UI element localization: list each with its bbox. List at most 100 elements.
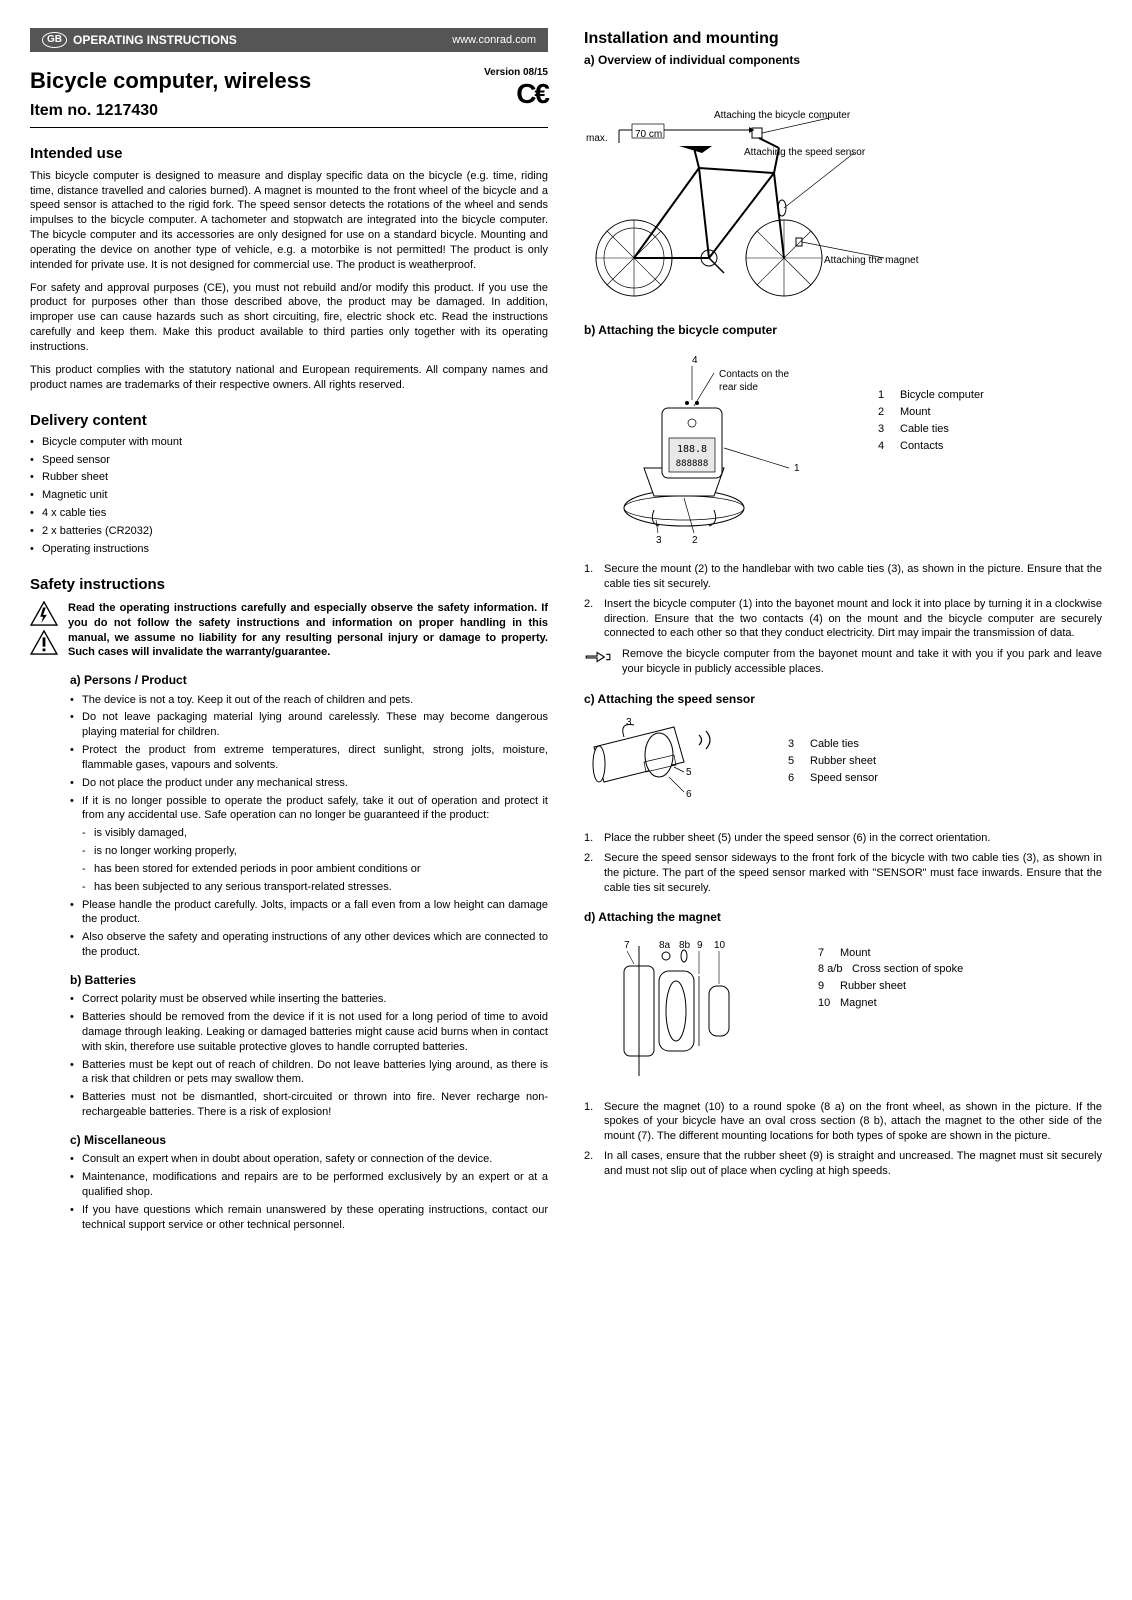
safety-heading: Safety instructions bbox=[30, 575, 548, 595]
intended-use-heading: Intended use bbox=[30, 144, 548, 164]
header-title: OPERATING INSTRUCTIONS bbox=[73, 32, 237, 48]
safety-b-heading: b) Batteries bbox=[70, 972, 548, 988]
list-item: Speed sensor bbox=[30, 453, 548, 468]
attach-computer-label: Attaching the bicycle computer bbox=[714, 109, 850, 123]
list-item: Magnetic unit bbox=[30, 488, 548, 503]
separator bbox=[30, 127, 548, 128]
c-diagram: 3 5 6 bbox=[584, 717, 764, 817]
list-item: Batteries must not be dismantled, short-… bbox=[70, 1090, 548, 1120]
version-ce-block: Version 08/15 C€ bbox=[484, 66, 548, 108]
legend-item: 9Rubber sheet bbox=[818, 979, 963, 994]
c-legend: 3Cable ties 5Rubber sheet 6Speed sensor bbox=[788, 737, 878, 788]
safety-warning-text: Read the operating instructions carefull… bbox=[68, 601, 548, 660]
list-item: 1.Secure the mount (2) to the handlebar … bbox=[584, 562, 1102, 592]
list-item: 2.Secure the speed sensor sideways to th… bbox=[584, 851, 1102, 896]
gb-badge: GB bbox=[42, 32, 67, 48]
item-number: Item no. 1217430 bbox=[30, 100, 311, 122]
svg-text:10: 10 bbox=[714, 940, 726, 951]
header-left: GB OPERATING INSTRUCTIONS bbox=[42, 32, 237, 48]
legend-item: 3Cable ties bbox=[878, 422, 984, 437]
legend-item: 4Contacts bbox=[878, 439, 984, 454]
svg-text:9: 9 bbox=[697, 940, 703, 951]
overview-diagram: max. 70 cm Attaching the bicycle compute… bbox=[584, 78, 1102, 308]
b-diagram-block: 188.8 888888 4 1 2 3 bbox=[584, 348, 1102, 548]
safety-a-list: The device is not a toy. Keep it out of … bbox=[70, 693, 548, 824]
b-diagram: 188.8 888888 4 1 2 3 bbox=[584, 348, 854, 548]
list-item: Protect the product from extreme tempera… bbox=[70, 743, 548, 773]
list-item: is visibly damaged, bbox=[82, 826, 548, 841]
list-item: 4 x cable ties bbox=[30, 506, 548, 521]
list-item: 2.Insert the bicycle computer (1) into t… bbox=[584, 597, 1102, 642]
header-url: www.conrad.com bbox=[452, 33, 536, 48]
ce-mark-icon: C€ bbox=[484, 80, 548, 108]
svg-text:7: 7 bbox=[624, 940, 630, 951]
b-steps: 1.Secure the mount (2) to the handlebar … bbox=[584, 562, 1102, 641]
svg-text:5: 5 bbox=[686, 767, 692, 778]
c-steps: 1.Place the rubber sheet (5) under the s… bbox=[584, 831, 1102, 895]
delivery-heading: Delivery content bbox=[30, 411, 548, 431]
safety-b-list: Correct polarity must be observed while … bbox=[70, 992, 548, 1120]
svg-text:888888: 888888 bbox=[676, 459, 709, 469]
title-row: Bicycle computer, wireless Item no. 1217… bbox=[30, 66, 548, 121]
list-item: 1.Place the rubber sheet (5) under the s… bbox=[584, 831, 1102, 846]
contacts-label: Contacts on the rear side bbox=[719, 368, 799, 395]
svg-text:8a: 8a bbox=[659, 940, 671, 951]
list-item: Batteries must be kept out of reach of c… bbox=[70, 1058, 548, 1088]
intended-use-p2: For safety and approval purposes (CE), y… bbox=[30, 281, 548, 355]
safety-c-list: Consult an expert when in doubt about op… bbox=[70, 1152, 548, 1232]
legend-item: 2Mount bbox=[878, 405, 984, 420]
list-item: Do not leave packaging material lying ar… bbox=[70, 710, 548, 740]
delivery-list: Bicycle computer with mount Speed sensor… bbox=[30, 435, 548, 557]
safety-a-list2: Please handle the product carefully. Jol… bbox=[70, 898, 548, 960]
list-item: If it is no longer possible to operate t… bbox=[70, 794, 548, 824]
list-item: If you have questions which remain unans… bbox=[70, 1203, 548, 1233]
list-item: Bicycle computer with mount bbox=[30, 435, 548, 450]
hint-text: Remove the bicycle computer from the bay… bbox=[622, 647, 1102, 677]
legend-item: 10Magnet bbox=[818, 996, 963, 1011]
hand-point-icon bbox=[584, 647, 612, 667]
list-item: is no longer working properly, bbox=[82, 844, 548, 859]
list-item: Rubber sheet bbox=[30, 470, 548, 485]
b-legend: 1Bicycle computer 2Mount 3Cable ties 4Co… bbox=[878, 388, 984, 455]
c-diagram-block: 3 5 6 3Cable ties 5Rubber sheet 6Speed s… bbox=[584, 717, 1102, 817]
svg-text:8b: 8b bbox=[679, 940, 691, 951]
d-steps: 1.Secure the magnet (10) to a round spok… bbox=[584, 1100, 1102, 1179]
svg-text:188.8: 188.8 bbox=[677, 444, 707, 455]
list-item: The device is not a toy. Keep it out of … bbox=[70, 693, 548, 708]
list-item: Batteries should be removed from the dev… bbox=[70, 1010, 548, 1055]
svg-text:6: 6 bbox=[686, 789, 692, 800]
lightning-triangle-icon bbox=[30, 601, 58, 626]
d-heading: d) Attaching the magnet bbox=[584, 909, 1102, 925]
left-column: GB OPERATING INSTRUCTIONS www.conrad.com… bbox=[30, 28, 548, 1235]
svg-text:4: 4 bbox=[692, 355, 698, 366]
safety-a-heading: a) Persons / Product bbox=[70, 672, 548, 688]
list-item: Also observe the safety and operating in… bbox=[70, 930, 548, 960]
d-diagram: 7 8a 8b 9 10 bbox=[584, 936, 794, 1086]
svg-text:3: 3 bbox=[656, 535, 662, 546]
product-title: Bicycle computer, wireless bbox=[30, 66, 311, 96]
svg-text:3: 3 bbox=[626, 717, 632, 728]
legend-item: 1Bicycle computer bbox=[878, 388, 984, 403]
install-heading: Installation and mounting bbox=[584, 28, 1102, 50]
dist-label: 70 cm bbox=[635, 128, 662, 142]
exclamation-triangle-icon bbox=[30, 630, 58, 655]
svg-text:1: 1 bbox=[794, 463, 800, 474]
safety-a-sublist: is visibly damaged, is no longer working… bbox=[70, 826, 548, 894]
list-item: Operating instructions bbox=[30, 542, 548, 557]
list-item: 2 x batteries (CR2032) bbox=[30, 524, 548, 539]
safety-c-heading: c) Miscellaneous bbox=[70, 1132, 548, 1148]
list-item: Correct polarity must be observed while … bbox=[70, 992, 548, 1007]
b-heading: b) Attaching the bicycle computer bbox=[584, 322, 1102, 338]
hint-block: Remove the bicycle computer from the bay… bbox=[584, 647, 1102, 677]
list-item: has been stored for extended periods in … bbox=[82, 862, 548, 877]
list-item: has been subjected to any serious transp… bbox=[82, 880, 548, 895]
overview-heading: a) Overview of individual components bbox=[584, 52, 1102, 68]
header-bar: GB OPERATING INSTRUCTIONS www.conrad.com bbox=[30, 28, 548, 52]
d-diagram-block: 7 8a 8b 9 10 7Mount 8 a/bCross section o… bbox=[584, 936, 1102, 1086]
safety-warning-block: Read the operating instructions carefull… bbox=[30, 601, 548, 660]
legend-item: 7Mount bbox=[818, 946, 963, 961]
list-item: 2.In all cases, ensure that the rubber s… bbox=[584, 1149, 1102, 1179]
max-label: max. bbox=[586, 132, 608, 146]
list-item: Do not place the product under any mecha… bbox=[70, 776, 548, 791]
intended-use-p1: This bicycle computer is designed to mea… bbox=[30, 169, 548, 273]
